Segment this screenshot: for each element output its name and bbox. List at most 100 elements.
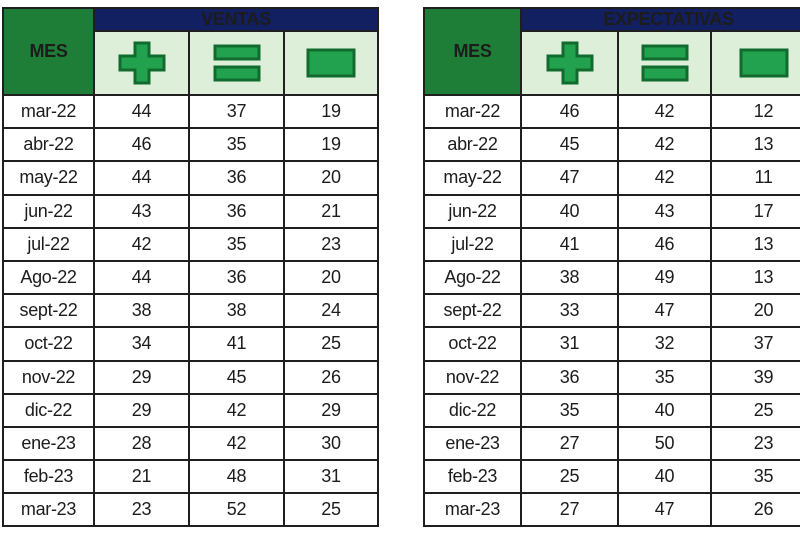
month-cell: mar-23	[423, 492, 522, 528]
ventas-table: MES VENTAS mar-22 44 37 19 abr-22 46 35 1	[2, 7, 380, 528]
month-cell: oct-22	[423, 326, 522, 362]
table-row: feb-23 25 40 35	[423, 459, 800, 495]
value-cell: 13	[710, 226, 800, 262]
value-cell: 36	[188, 259, 285, 296]
equals-icon	[617, 30, 712, 96]
icon-header-row	[3, 30, 380, 96]
value-cell: 29	[93, 392, 190, 428]
month-cell: abr-22	[423, 127, 522, 163]
plus-icon	[520, 30, 619, 96]
value-cell: 47	[520, 160, 619, 196]
table-row: oct-22 31 32 37	[423, 326, 800, 362]
table-row: may-22 47 42 11	[423, 160, 800, 196]
value-cell: 11	[710, 160, 800, 196]
value-cell: 20	[710, 293, 800, 329]
table-row: mar-23 23 52 25	[2, 492, 380, 528]
table-row: feb-23 21 48 31	[2, 459, 380, 495]
value-cell: 40	[617, 392, 712, 428]
value-cell: 45	[188, 359, 285, 395]
value-cell: 41	[520, 226, 619, 262]
month-cell: jul-22	[2, 226, 95, 262]
value-cell: 48	[188, 459, 285, 495]
value-cell: 37	[710, 326, 800, 362]
value-cell: 43	[617, 193, 712, 229]
value-cell: 44	[93, 160, 190, 196]
ventas-rows: mar-22 44 37 19 abr-22 46 35 19 may-22 44 36 20 jun-…	[2, 93, 380, 528]
value-cell: 35	[520, 392, 619, 428]
value-cell: 35	[188, 127, 285, 163]
value-cell: 46	[520, 93, 619, 130]
value-cell: 42	[93, 226, 190, 262]
value-cell: 17	[710, 193, 800, 229]
value-cell: 23	[710, 425, 800, 462]
value-cell: 31	[282, 459, 380, 495]
table-row: dic-22 35 40 25	[423, 392, 800, 428]
value-cell: 37	[188, 93, 285, 130]
value-cell: 13	[710, 259, 800, 296]
expectativas-rows: mar-22 46 42 12 abr-22 45 42 13 may-22 47 42 11 jun-…	[423, 93, 800, 528]
month-cell: dic-22	[2, 392, 95, 428]
minus-icon	[710, 30, 800, 96]
table-row: Ago-22 44 36 20	[2, 259, 380, 296]
month-cell: feb-23	[423, 459, 522, 495]
expectativas-table: MES EXPECTATIVAS mar-22 46 42 12 abr-2	[423, 7, 800, 528]
month-cell: dic-22	[423, 392, 522, 428]
value-cell: 25	[710, 392, 800, 428]
value-cell: 52	[188, 492, 285, 528]
value-cell: 42	[617, 127, 712, 163]
month-cell: jun-22	[423, 193, 522, 229]
month-cell: Ago-22	[423, 259, 522, 296]
value-cell: 21	[93, 459, 190, 495]
value-cell: 45	[520, 127, 619, 163]
month-cell: may-22	[2, 160, 95, 196]
table-row: mar-22 46 42 12	[423, 93, 800, 130]
value-cell: 13	[710, 127, 800, 163]
table-row: sept-22 38 38 24	[2, 293, 380, 329]
value-cell: 12	[710, 93, 800, 130]
value-cell: 38	[188, 293, 285, 329]
value-cell: 29	[93, 359, 190, 395]
value-cell: 46	[617, 226, 712, 262]
table-row: jul-22 42 35 23	[2, 226, 380, 262]
value-cell: 21	[282, 193, 380, 229]
equals-icon	[188, 30, 285, 96]
value-cell: 25	[282, 326, 380, 362]
value-cell: 47	[617, 492, 712, 528]
month-cell: nov-22	[423, 359, 522, 395]
value-cell: 20	[282, 259, 380, 296]
value-cell: 25	[520, 459, 619, 495]
month-cell: jul-22	[423, 226, 522, 262]
table-row: dic-22 29 42 29	[2, 392, 380, 428]
table-title-ventas: VENTAS	[92, 7, 380, 32]
table-row: may-22 44 36 20	[2, 160, 380, 196]
table-row: mar-22 44 37 19	[2, 93, 380, 130]
value-cell: 36	[188, 160, 285, 196]
table-row: Ago-22 38 49 13	[423, 259, 800, 296]
month-cell: Ago-22	[2, 259, 95, 296]
value-cell: 35	[188, 226, 285, 262]
month-cell: nov-22	[2, 359, 95, 395]
month-cell: sept-22	[423, 293, 522, 329]
value-cell: 24	[282, 293, 380, 329]
table-row: mar-23 27 47 26	[423, 492, 800, 528]
month-cell: sept-22	[2, 293, 95, 329]
month-cell: may-22	[423, 160, 522, 196]
value-cell: 20	[282, 160, 380, 196]
value-cell: 47	[617, 293, 712, 329]
value-cell: 29	[282, 392, 380, 428]
value-cell: 19	[282, 127, 380, 163]
month-cell: ene-23	[2, 425, 95, 462]
value-cell: 44	[93, 93, 190, 130]
value-cell: 39	[710, 359, 800, 395]
minus-icon	[282, 30, 380, 96]
table-row: jul-22 41 46 13	[423, 226, 800, 262]
value-cell: 31	[520, 326, 619, 362]
value-cell: 27	[520, 492, 619, 528]
value-cell: 40	[520, 193, 619, 229]
value-cell: 49	[617, 259, 712, 296]
month-cell: feb-23	[2, 459, 95, 495]
header-row: MES EXPECTATIVAS	[423, 7, 800, 96]
value-cell: 30	[282, 425, 380, 462]
mes-header: MES	[2, 7, 95, 96]
value-cell: 44	[93, 259, 190, 296]
